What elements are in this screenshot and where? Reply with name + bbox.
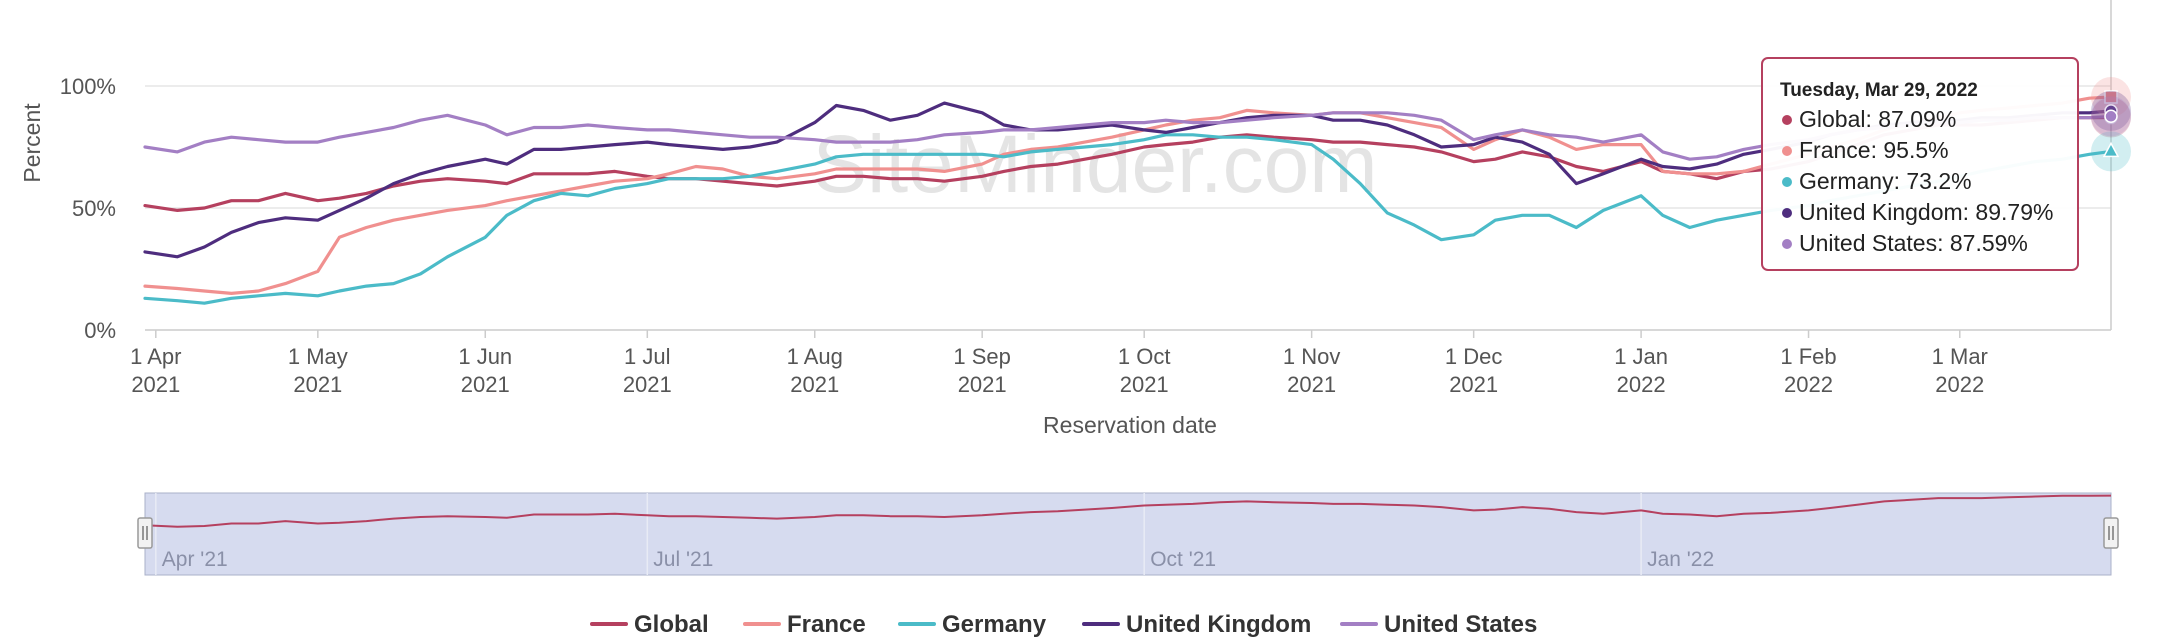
- navigator-selection[interactable]: [144, 492, 2112, 576]
- x-tick-label: 1 Oct: [1118, 344, 1171, 369]
- x-tick-year: 2021: [1287, 372, 1336, 397]
- tooltip-dot-united-states: [1782, 239, 1792, 249]
- x-tick-label: 1 Nov: [1283, 344, 1340, 369]
- tooltip-dot-france: [1782, 146, 1792, 156]
- x-tick-label: 1 Feb: [1780, 344, 1836, 369]
- tooltip-box: [1761, 57, 2079, 271]
- legend-label: Germany: [942, 611, 1047, 638]
- x-tick-year: 2022: [1617, 372, 1666, 397]
- tooltip-row-france: France: 95.5%: [1799, 137, 1949, 163]
- hover-marker-germany: [2102, 141, 2120, 158]
- x-tick-label: 1 May: [288, 344, 348, 369]
- legend-item-united-states[interactable]: United States: [1340, 611, 1537, 638]
- hover-markers: [2091, 76, 2131, 172]
- navigator-label: Apr '21: [162, 548, 228, 571]
- legend-item-germany[interactable]: Germany: [898, 611, 1047, 638]
- y-tick-label: 100%: [60, 74, 116, 99]
- x-tick-label: 1 Aug: [787, 344, 843, 369]
- x-tick-label: 1 Apr: [130, 344, 181, 369]
- navigator-content: Apr '21 Jul '21 Oct '21 Jan '22: [144, 493, 2112, 575]
- navigator-label: Oct '21: [1150, 548, 1216, 571]
- navigator-right-handle[interactable]: [2103, 517, 2119, 549]
- x-tick-year: 2021: [461, 372, 510, 397]
- x-axis-ticks: 1 Apr 2021 1 May 2021 1 Jun 2021 1 Jul 2021 1 Au…: [130, 330, 1988, 397]
- x-tick-label: 1 Sep: [953, 344, 1011, 369]
- legend-label: United Kingdom: [1126, 611, 1311, 638]
- legend-label: France: [787, 611, 866, 638]
- tooltip-dot-global: [1782, 115, 1792, 125]
- x-tick-label: 1 Mar: [1932, 344, 1988, 369]
- x-tick-year: 2021: [623, 372, 672, 397]
- legend-label: United States: [1384, 611, 1537, 638]
- legend-label: Global: [634, 611, 709, 638]
- tooltip-row-germany: Germany: 73.2%: [1799, 168, 1972, 194]
- watermark: SiteMinder.com: [812, 119, 1377, 210]
- x-tick-year: 2021: [1120, 372, 1169, 397]
- navigator-label: Jul '21: [653, 548, 713, 571]
- navigator-series-line: [144, 494, 2112, 528]
- hover-marker-united-states: [2104, 109, 2118, 124]
- x-tick-year: 2021: [131, 372, 180, 397]
- y-tick-label: 0%: [84, 318, 116, 343]
- y-axis-title: Percent: [19, 103, 45, 183]
- tooltip-row-united-kingdom: United Kingdom: 89.79%: [1799, 199, 2053, 225]
- navigator-label: Jan '22: [1647, 548, 1714, 571]
- tooltip-row-global: Global: 87.09%: [1799, 106, 1956, 132]
- x-tick-year: 2021: [293, 372, 342, 397]
- x-tick-label: 1 Dec: [1445, 344, 1502, 369]
- x-tick-year: 2022: [1784, 372, 1833, 397]
- tooltip-row-united-states: United States: 87.59%: [1799, 230, 2028, 256]
- x-tick-year: 2021: [1449, 372, 1498, 397]
- hover-marker-france: [2104, 90, 2118, 104]
- x-tick-year: 2021: [958, 372, 1007, 397]
- x-tick-label: 1 Jul: [624, 344, 670, 369]
- y-tick-label: 50%: [72, 196, 116, 221]
- x-tick-label: 1 Jun: [458, 344, 512, 369]
- tooltip-dot-germany: [1782, 177, 1792, 187]
- y-axis-ticks: 0% 50% 100%: [60, 74, 116, 343]
- legend-item-united-kingdom[interactable]: United Kingdom: [1082, 611, 1311, 638]
- tooltip-dot-united-kingdom: [1782, 208, 1792, 218]
- x-axis-title: Reservation date: [1043, 412, 1217, 438]
- tooltip-rows: Global: 87.09% France: 95.5% Germany: 73.2…: [1782, 106, 2053, 256]
- navigator-left-handle[interactable]: [137, 517, 153, 549]
- legend-item-global[interactable]: Global: [590, 611, 709, 638]
- x-tick-label: 1 Jan: [1614, 344, 1668, 369]
- legend-item-france[interactable]: France: [743, 611, 866, 638]
- legend[interactable]: Global France Germany United Kingdom United …: [590, 611, 1537, 638]
- navigator[interactable]: Apr '21 Jul '21 Oct '21 Jan '22: [137, 492, 2119, 576]
- tooltip-date: Tuesday, Mar 29, 2022: [1780, 80, 1978, 101]
- tooltip: Tuesday, Mar 29, 2022 Global: 87.09% Fran…: [1761, 57, 2079, 271]
- x-tick-year: 2021: [790, 372, 839, 397]
- x-tick-year: 2022: [1935, 372, 1984, 397]
